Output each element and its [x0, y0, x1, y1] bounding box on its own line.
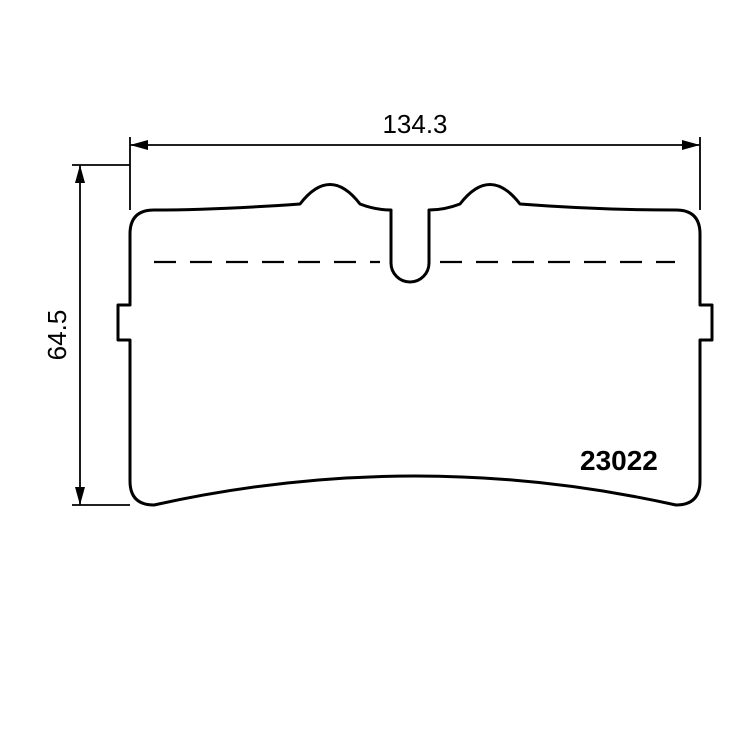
height-dimension-label: 64.5: [42, 310, 72, 361]
dimension-arrow: [682, 140, 700, 150]
width-dimension-label: 134.3: [382, 109, 447, 139]
dimension-arrow: [130, 140, 148, 150]
dimension-arrow: [75, 165, 85, 183]
part-number-label: 23022: [580, 445, 658, 476]
dimension-arrow: [75, 487, 85, 505]
technical-drawing: 134.3 64.5 23022: [0, 0, 750, 750]
